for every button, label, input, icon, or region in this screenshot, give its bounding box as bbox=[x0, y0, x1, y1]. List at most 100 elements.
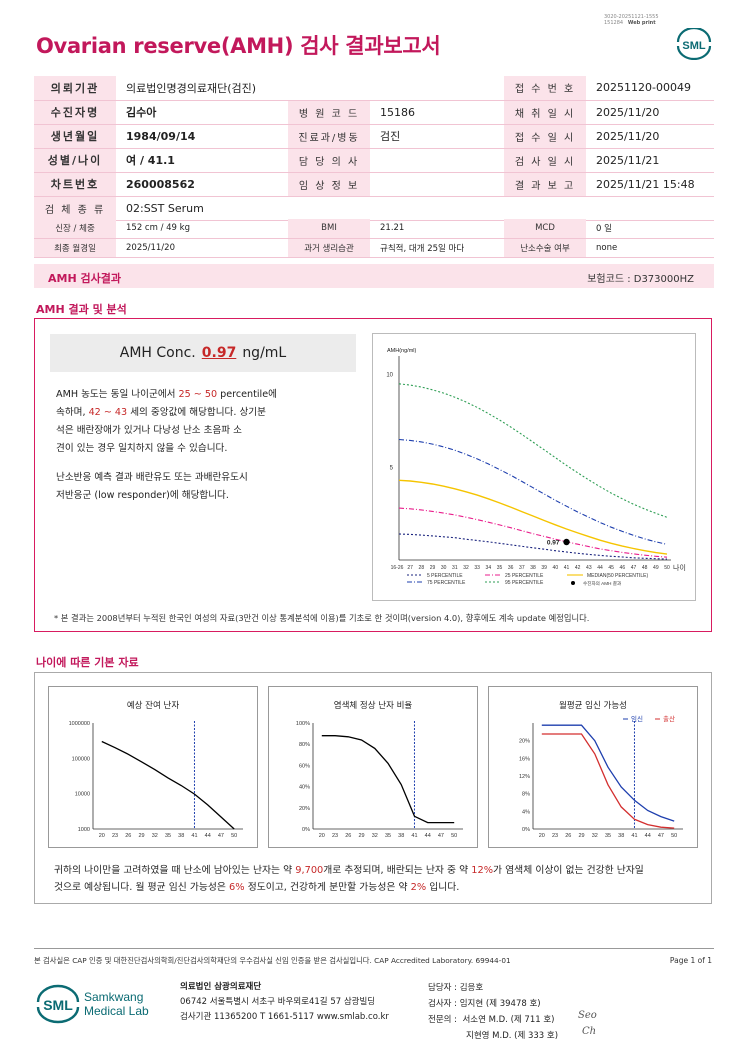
chart-title: 염색체 정상 난자 비율 bbox=[333, 701, 413, 711]
y-tick-label: 40% bbox=[299, 785, 310, 791]
table-row: 의뢰기관 의료법인명경의료재단(검진) 접 수 번 호 20251120-000… bbox=[34, 76, 715, 101]
x-tick-label: 49 bbox=[653, 565, 659, 571]
basic-summary-line-2: 것으로 예상됩니다. 월 평균 임신 가능성은 6% 정도이고, 건강하게 분만… bbox=[54, 882, 460, 893]
x-tick-label: 16-26 bbox=[391, 565, 404, 571]
series-line bbox=[398, 479, 668, 555]
x-tick-label: 47 bbox=[658, 833, 664, 839]
x-tick-label: 32 bbox=[152, 833, 158, 839]
remaining-eggs-chart: 1000000 100000 10000 1000 20 23 26 29 32 35 38 41 44… bbox=[69, 721, 243, 839]
amh-percentile-chart-box: AMH(ng/ml) 10 5 16-26 27 28 29 30 31 32 33 34 35 36 37… bbox=[372, 333, 696, 601]
x-tick-label: 39 bbox=[541, 565, 547, 571]
amh-result-title: AMH 검사결과 bbox=[48, 272, 121, 285]
document-code: 3020-20251121-1555 151284 Web print bbox=[604, 14, 659, 26]
certification-text: 본 검사실은 CAP 인증 및 대한진단검사의학회/진단검사의학재단의 우수검사… bbox=[34, 956, 511, 965]
x-tick-label: 35 bbox=[165, 833, 171, 839]
normal-egg-ratio-chart: 100% 80% 60% 40% 20% 0% 20 23 26 29 32 35 38 41 44 47 50 bbox=[296, 721, 463, 839]
x-tick-label: 32 bbox=[372, 833, 378, 839]
y-tick-label: 60% bbox=[299, 763, 310, 769]
y-tick-label: 100% bbox=[296, 721, 310, 727]
table-row: 성별/나이 여 / 41.1 담 당 의 사 검 사 일 시 2025/11/2… bbox=[34, 148, 715, 173]
x-tick-label: 20 bbox=[539, 833, 545, 839]
table-row: 최종 월경일 2025/11/20 과거 생리습관 규칙적, 대개 25일 마다… bbox=[34, 238, 714, 258]
marker-label: 0.97 bbox=[547, 540, 560, 547]
y-tick-label: 100000 bbox=[72, 756, 90, 762]
legend-label: 25 PERCENTILE bbox=[505, 573, 544, 579]
basic-section-title: 나이에 따른 기본 자료 bbox=[36, 656, 139, 669]
x-tick-label: 42 bbox=[575, 565, 581, 571]
series-line bbox=[321, 735, 455, 824]
svg-text:SML: SML bbox=[43, 997, 73, 1013]
samkwang-logo: SML Samkwang Medical Lab bbox=[36, 984, 149, 1024]
table-row: 생년월일 1984/09/14 진료과/병동 검진 접 수 일 시 2025/1… bbox=[34, 124, 715, 149]
x-tick-label: 50 bbox=[664, 565, 670, 571]
y-tick-label: 80% bbox=[299, 742, 310, 748]
y-tick-label: 20% bbox=[299, 806, 310, 812]
series-line bbox=[398, 507, 668, 558]
y-tick-label: 10000 bbox=[75, 792, 90, 798]
x-tick-label: 44 bbox=[597, 565, 603, 571]
table-row: 신장 / 체중 152 cm / 49 kg BMI 21.21 MCD 0 일 bbox=[34, 219, 714, 239]
x-tick-label: 41 bbox=[564, 565, 570, 571]
series-line bbox=[398, 533, 668, 560]
patient-marker bbox=[563, 538, 570, 546]
x-tick-label: 50 bbox=[671, 833, 677, 839]
x-tick-label: 29 bbox=[430, 565, 436, 571]
footer-divider bbox=[34, 948, 714, 949]
x-tick-label: 26 bbox=[125, 833, 131, 839]
x-axis-label: 나이 bbox=[673, 563, 686, 572]
y-tick-label: 8% bbox=[522, 792, 530, 798]
x-tick-label: 29 bbox=[578, 833, 584, 839]
x-tick-label: 35 bbox=[385, 833, 391, 839]
x-tick-label: 26 bbox=[345, 833, 351, 839]
sml-logo: SML bbox=[676, 28, 712, 60]
x-tick-label: 46 bbox=[620, 565, 626, 571]
pregnancy-chance-chart-box: 월평균 임신 가능성 20% 16% 12% 8% 4% 0% 20 23 26 29 32 35 38… bbox=[488, 686, 698, 848]
legend-label: 수진자의 AMH 결과 bbox=[583, 580, 622, 587]
x-tick-label: 30 bbox=[441, 565, 447, 571]
legend-label: 임신 bbox=[631, 714, 643, 723]
y-tick-label: 12% bbox=[519, 774, 530, 780]
table-row: 수진자명 김수아 병 원 코 드 15186 채 취 일 시 2025/11/2… bbox=[34, 100, 715, 125]
remaining-eggs-chart-box: 예상 잔여 난자 1000000 100000 10000 1000 20 23 26 29 3… bbox=[48, 686, 258, 848]
y-tick-label: 10 bbox=[386, 373, 393, 379]
x-tick-label: 23 bbox=[332, 833, 338, 839]
series-line bbox=[101, 740, 235, 830]
x-tick-label: 38 bbox=[178, 833, 184, 839]
x-tick-label: 29 bbox=[358, 833, 364, 839]
analysis-text-2: 난소반응 예측 결과 배란유도 또는 과배란유도시 저반응군 (low resp… bbox=[56, 472, 248, 501]
y-tick-label: 0% bbox=[522, 827, 530, 833]
pregnancy-chance-chart: 20% 16% 12% 8% 4% 0% 20 23 26 29 32 35 38 41 44 47 50 임신 출… bbox=[519, 714, 683, 839]
x-tick-label: 26 bbox=[565, 833, 571, 839]
x-tick-label: 31 bbox=[452, 565, 458, 571]
x-tick-label: 38 bbox=[618, 833, 624, 839]
x-tick-label: 20 bbox=[99, 833, 105, 839]
legend-label: 75 PERCENTILE bbox=[427, 580, 466, 586]
y-tick-label: 20% bbox=[519, 739, 530, 745]
basic-data-box bbox=[34, 672, 712, 904]
y-tick-label: 16% bbox=[519, 756, 530, 762]
x-tick-label: 44 bbox=[205, 833, 211, 839]
x-tick-label: 41 bbox=[631, 833, 637, 839]
x-tick-label: 47 bbox=[631, 565, 637, 571]
x-tick-label: 38 bbox=[530, 565, 536, 571]
page-number: Page 1 of 1 bbox=[669, 956, 712, 965]
y-tick-label: 1000 bbox=[78, 827, 90, 833]
x-tick-label: 41 bbox=[411, 833, 417, 839]
svg-text:Samkwang: Samkwang bbox=[84, 990, 143, 1004]
legend-label: 출산 bbox=[663, 714, 675, 723]
analysis-section-title: AMH 결과 및 분석 bbox=[36, 303, 127, 316]
signature-1: Seo bbox=[578, 1010, 597, 1021]
x-tick-label: 27 bbox=[407, 565, 413, 571]
x-tick-label: 47 bbox=[438, 833, 444, 839]
amh-percentile-chart: AMH(ng/ml) 10 5 16-26 27 28 29 30 31 32 33 34 35 36 37… bbox=[386, 348, 686, 587]
svg-text:SML: SML bbox=[682, 40, 706, 52]
x-tick-label: 35 bbox=[497, 565, 503, 571]
chart-title: 예상 잔여 난자 bbox=[126, 701, 180, 711]
series-line bbox=[398, 383, 668, 518]
x-tick-label: 20 bbox=[319, 833, 325, 839]
x-tick-label: 32 bbox=[463, 565, 469, 571]
chart-title: 월평균 임신 가능성 bbox=[559, 701, 627, 711]
x-tick-label: 41 bbox=[191, 833, 197, 839]
analysis-box bbox=[34, 318, 712, 632]
table-row: 검 체 종 류 02:SST Serum bbox=[34, 196, 715, 221]
